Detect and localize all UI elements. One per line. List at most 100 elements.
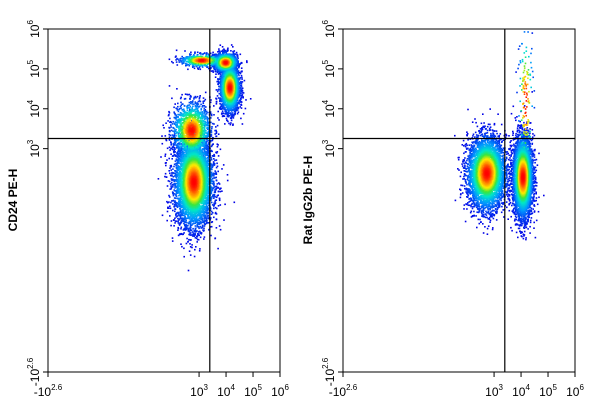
data-point (184, 223, 186, 226)
data-point (167, 180, 170, 182)
data-point (181, 220, 184, 222)
data-point (215, 151, 217, 154)
data-point (205, 219, 207, 222)
data-point (176, 212, 178, 214)
data-point (210, 210, 213, 213)
data-point (218, 197, 221, 200)
data-point (193, 222, 195, 225)
data-point (203, 227, 205, 230)
data-point (197, 67, 199, 69)
data-point (238, 103, 240, 105)
data-point (203, 238, 205, 240)
data-point (177, 197, 179, 200)
data-point (240, 62, 242, 64)
data-point (195, 65, 197, 67)
data-point (218, 88, 220, 90)
data-point (196, 223, 199, 225)
data-point (194, 51, 196, 53)
data-point (166, 159, 168, 161)
data-point (184, 221, 187, 223)
data-point (213, 158, 215, 160)
data-point (174, 142, 176, 145)
data-point (175, 220, 178, 223)
data-point (179, 143, 182, 146)
data-point (194, 102, 197, 105)
data-point (199, 100, 202, 103)
data-point (230, 119, 233, 122)
data-point (170, 224, 172, 227)
data-point (180, 57, 182, 60)
data-point (202, 221, 204, 223)
data-point (234, 110, 237, 113)
data-point (179, 207, 181, 210)
data-point (214, 199, 217, 202)
data-point (176, 206, 179, 208)
data-point (177, 234, 180, 237)
data-point (190, 229, 193, 232)
data-point (232, 50, 234, 53)
data-point (170, 220, 173, 222)
data-point (209, 140, 212, 142)
data-point (210, 121, 212, 124)
data-point (215, 227, 218, 229)
data-point (181, 55, 183, 58)
data-point (174, 56, 177, 58)
data-point (205, 106, 207, 108)
data-point (170, 124, 172, 126)
data-point (218, 119, 220, 121)
data-point (168, 201, 170, 203)
data-point (233, 201, 236, 204)
data-point (191, 231, 194, 233)
data-point (169, 183, 172, 185)
data-point (197, 221, 200, 224)
data-point (176, 202, 179, 205)
data-point (199, 147, 202, 150)
data-point (180, 209, 182, 211)
data-point (190, 53, 192, 56)
data-point (179, 59, 182, 62)
data-point (235, 65, 238, 67)
data-point (218, 50, 220, 53)
data-point (177, 148, 180, 150)
data-point (195, 103, 198, 105)
data-point (191, 244, 193, 246)
data-point (249, 98, 252, 100)
data-point (210, 173, 212, 175)
data-point (208, 222, 210, 224)
data-point (180, 212, 183, 214)
data-point (168, 110, 170, 113)
data-point (210, 157, 213, 159)
data-point (207, 211, 209, 214)
data-point (161, 214, 164, 217)
data-point (200, 218, 202, 221)
data-point (213, 177, 215, 179)
data-point (218, 199, 221, 202)
data-point (173, 180, 175, 183)
data-point (177, 154, 180, 157)
data-point (210, 217, 212, 219)
data-point (174, 210, 176, 213)
data-point (210, 186, 213, 189)
data-point (210, 129, 213, 132)
data-point (210, 221, 213, 224)
data-point (241, 87, 243, 90)
data-point (192, 110, 195, 113)
data-point (237, 71, 239, 74)
data-point (239, 84, 242, 87)
data-point (213, 163, 216, 165)
data-point (194, 248, 196, 251)
data-point (194, 233, 196, 236)
data-point (171, 237, 174, 239)
data-point (182, 103, 184, 105)
data-point (174, 220, 177, 222)
data-point (213, 184, 215, 186)
data-point (211, 143, 214, 146)
data-point (194, 229, 197, 231)
data-point (182, 152, 185, 155)
data-point (212, 180, 215, 183)
data-point (175, 135, 177, 137)
data-point (177, 222, 180, 224)
data-point (182, 61, 184, 64)
data-point (205, 212, 207, 214)
data-point (236, 56, 239, 58)
